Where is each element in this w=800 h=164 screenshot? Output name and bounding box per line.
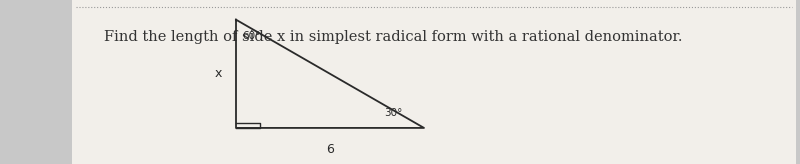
Text: x: x [214, 67, 222, 80]
Text: Find the length of side x in simplest radical form with a rational denominator.: Find the length of side x in simplest ra… [104, 30, 682, 43]
Text: 6: 6 [326, 143, 334, 156]
Text: 30°: 30° [384, 108, 402, 118]
Text: 60°: 60° [242, 31, 261, 41]
